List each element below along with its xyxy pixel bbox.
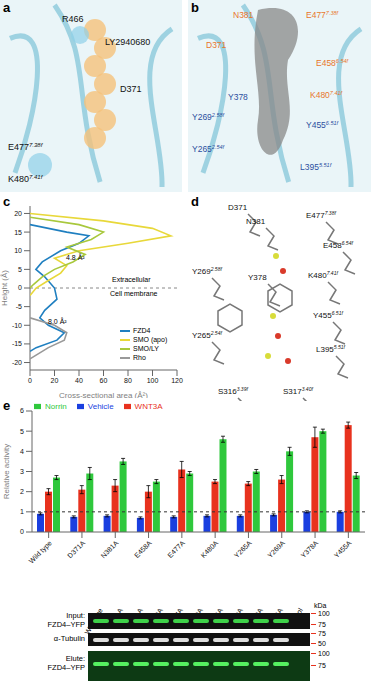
svg-text:S3163.39f: S3163.39f bbox=[218, 386, 248, 396]
svg-text:D371: D371 bbox=[228, 203, 248, 212]
svg-text:N381: N381 bbox=[233, 10, 254, 20]
svg-text:Y2652.54f: Y2652.54f bbox=[192, 144, 225, 154]
svg-text:N381: N381 bbox=[246, 217, 266, 226]
svg-text:6: 6 bbox=[20, 407, 24, 414]
svg-text:E4777.38f: E4777.38f bbox=[306, 10, 339, 20]
html-text:FZD4: FZD4 bbox=[133, 327, 151, 334]
svg-text:N381A: N381A bbox=[99, 539, 119, 559]
svg-text:-5: -5 bbox=[16, 303, 22, 310]
html-text:e: e bbox=[3, 398, 11, 413]
svg-text:Y378: Y378 bbox=[228, 92, 248, 102]
svg-text:20: 20 bbox=[14, 210, 22, 217]
svg-text:E458A: E458A bbox=[133, 539, 153, 559]
svg-text:α-Tubulin: α-Tubulin bbox=[54, 634, 85, 643]
svg-text:K4807.41f: K4807.41f bbox=[310, 90, 343, 100]
svg-text:LY2940680: LY2940680 bbox=[105, 37, 150, 47]
svg-text:75: 75 bbox=[318, 621, 326, 628]
html-text:SMO/LY: SMO/LY bbox=[133, 345, 159, 352]
svg-text:L3955.51f: L3955.51f bbox=[300, 162, 332, 172]
svg-text:S3173.40f: S3173.40f bbox=[283, 386, 313, 396]
svg-text:FZD4–YFP: FZD4–YFP bbox=[47, 620, 85, 629]
svg-text:Wild type: Wild type bbox=[83, 607, 104, 636]
svg-text:75: 75 bbox=[318, 662, 326, 669]
svg-text:L3955.51f: L3955.51f bbox=[316, 344, 346, 354]
svg-text:3: 3 bbox=[20, 468, 24, 475]
html-text:WNT3A: WNT3A bbox=[134, 402, 163, 411]
svg-text:2: 2 bbox=[20, 488, 24, 495]
svg-text:50: 50 bbox=[318, 640, 326, 647]
svg-text:FZD4–YFP: FZD4–YFP bbox=[47, 663, 85, 672]
svg-text:K480A: K480A bbox=[200, 539, 220, 559]
svg-text:E4586.54f: E4586.54f bbox=[323, 240, 353, 250]
svg-text:Cross-sectional area (Å²): Cross-sectional area (Å²) bbox=[59, 391, 148, 398]
svg-text:1: 1 bbox=[20, 508, 24, 515]
svg-text:R466: R466 bbox=[62, 14, 84, 24]
svg-text:100: 100 bbox=[147, 377, 159, 384]
html-text:b: b bbox=[191, 0, 199, 15]
svg-text:E4777.38f: E4777.38f bbox=[306, 210, 336, 220]
html-text:8.0 Å²: 8.0 Å² bbox=[48, 318, 67, 325]
html-text:a: a bbox=[3, 0, 11, 15]
svg-text:-20: -20 bbox=[12, 359, 22, 366]
svg-text:4: 4 bbox=[20, 448, 24, 455]
svg-text:5: 5 bbox=[20, 428, 24, 435]
svg-text:E4586.54f: E4586.54f bbox=[316, 58, 349, 68]
svg-text:Y378A: Y378A bbox=[299, 539, 319, 559]
svg-text:0: 0 bbox=[18, 284, 22, 291]
svg-text:15: 15 bbox=[14, 229, 22, 236]
svg-text:0: 0 bbox=[28, 377, 32, 384]
html-text:Rho: Rho bbox=[133, 354, 146, 361]
html-text:SMO (apo): SMO (apo) bbox=[133, 336, 168, 343]
svg-text:40: 40 bbox=[75, 377, 83, 384]
svg-text:Relative activity: Relative activity bbox=[8, 444, 11, 500]
svg-text:E4777.38f: E4777.38f bbox=[8, 142, 44, 152]
svg-text:Y2692.58f: Y2692.58f bbox=[192, 112, 225, 122]
svg-text:Y378: Y378 bbox=[248, 273, 267, 282]
html-text:Vehicle: Vehicle bbox=[87, 402, 114, 411]
svg-text:-15: -15 bbox=[12, 340, 22, 347]
svg-text:Y269A: Y269A bbox=[266, 539, 286, 559]
svg-text:Y2692.58f: Y2692.58f bbox=[192, 266, 222, 276]
html-text:4.8 Å²: 4.8 Å² bbox=[66, 254, 85, 261]
svg-text:kDa: kDa bbox=[314, 602, 327, 609]
svg-text:K4807.41f: K4807.41f bbox=[308, 270, 338, 280]
svg-text:80: 80 bbox=[124, 377, 132, 384]
svg-text:Elute:: Elute: bbox=[66, 654, 85, 663]
svg-text:D371: D371 bbox=[120, 84, 142, 94]
svg-text:Input:: Input: bbox=[66, 611, 85, 620]
svg-text:D371A: D371A bbox=[66, 539, 86, 559]
svg-text:Height (Å): Height (Å) bbox=[8, 270, 9, 306]
svg-text:10: 10 bbox=[14, 247, 22, 254]
html-text:Cell membrane: Cell membrane bbox=[110, 290, 158, 297]
svg-text:0: 0 bbox=[20, 528, 24, 535]
svg-text:75: 75 bbox=[318, 630, 326, 637]
svg-text:Y455A: Y455A bbox=[333, 539, 353, 559]
svg-text:20: 20 bbox=[51, 377, 59, 384]
svg-text:Wild type: Wild type bbox=[28, 539, 54, 565]
svg-text:Y4556.51f: Y4556.51f bbox=[313, 310, 343, 320]
svg-text:Y265A: Y265A bbox=[233, 539, 253, 559]
svg-text:120: 120 bbox=[171, 377, 183, 384]
html-text:c: c bbox=[3, 194, 11, 209]
html-text:Norrin: Norrin bbox=[45, 402, 67, 411]
svg-text:60: 60 bbox=[100, 377, 108, 384]
html-text:d: d bbox=[191, 194, 199, 209]
svg-text:Y4556.51f: Y4556.51f bbox=[306, 120, 339, 130]
svg-text:K4807.41f: K4807.41f bbox=[8, 174, 44, 184]
svg-text:D371: D371 bbox=[206, 40, 227, 50]
svg-text:5: 5 bbox=[18, 266, 22, 273]
svg-text:E477A: E477A bbox=[166, 539, 186, 559]
svg-text:Y2652.54f: Y2652.54f bbox=[192, 330, 222, 340]
svg-text:100: 100 bbox=[318, 610, 330, 617]
svg-text:-10: -10 bbox=[12, 322, 22, 329]
html-text:Extracellular: Extracellular bbox=[112, 276, 151, 283]
svg-text:100: 100 bbox=[318, 650, 330, 657]
